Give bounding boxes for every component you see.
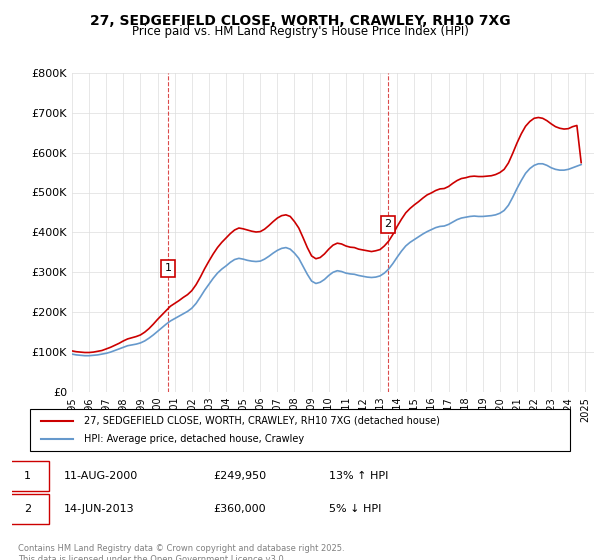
Text: 1: 1 — [24, 472, 31, 481]
Text: 13% ↑ HPI: 13% ↑ HPI — [329, 472, 388, 481]
Text: £249,950: £249,950 — [214, 472, 267, 481]
Text: HPI: Average price, detached house, Crawley: HPI: Average price, detached house, Craw… — [84, 434, 304, 444]
Text: £360,000: £360,000 — [214, 504, 266, 514]
Text: Contains HM Land Registry data © Crown copyright and database right 2025.
This d: Contains HM Land Registry data © Crown c… — [18, 544, 344, 560]
Text: Price paid vs. HM Land Registry's House Price Index (HPI): Price paid vs. HM Land Registry's House … — [131, 25, 469, 38]
FancyBboxPatch shape — [30, 409, 570, 451]
Text: 2: 2 — [24, 504, 31, 514]
Text: 27, SEDGEFIELD CLOSE, WORTH, CRAWLEY, RH10 7XG (detached house): 27, SEDGEFIELD CLOSE, WORTH, CRAWLEY, RH… — [84, 416, 440, 426]
Text: 5% ↓ HPI: 5% ↓ HPI — [329, 504, 381, 514]
Text: 14-JUN-2013: 14-JUN-2013 — [64, 504, 134, 514]
Text: 11-AUG-2000: 11-AUG-2000 — [64, 472, 138, 481]
FancyBboxPatch shape — [6, 461, 49, 491]
Text: 2: 2 — [384, 220, 391, 230]
Text: 1: 1 — [164, 263, 172, 273]
FancyBboxPatch shape — [6, 494, 49, 524]
Text: 27, SEDGEFIELD CLOSE, WORTH, CRAWLEY, RH10 7XG: 27, SEDGEFIELD CLOSE, WORTH, CRAWLEY, RH… — [89, 14, 511, 28]
